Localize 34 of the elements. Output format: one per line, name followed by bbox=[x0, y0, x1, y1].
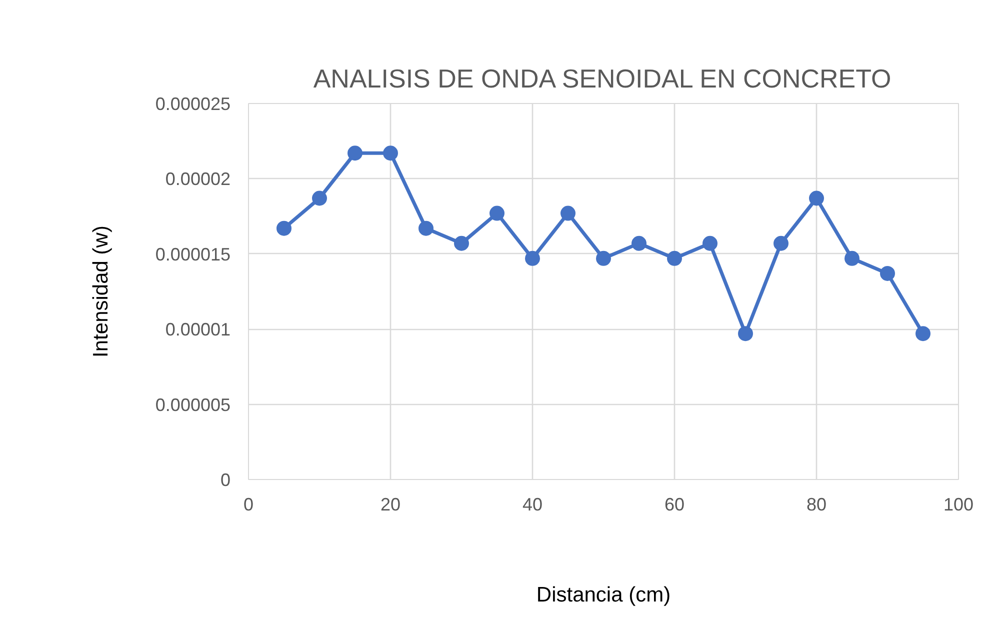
point bbox=[560, 206, 576, 221]
point bbox=[667, 250, 682, 266]
y-axis-title: Intensidad (w) bbox=[89, 226, 112, 358]
point bbox=[454, 236, 469, 251]
point bbox=[348, 146, 362, 161]
y-tick-label: 0.00001 bbox=[165, 320, 231, 340]
x-tick-label: 100 bbox=[943, 494, 974, 514]
point bbox=[632, 236, 646, 251]
point bbox=[596, 250, 611, 266]
x-axis-title: Distancia (cm) bbox=[536, 584, 671, 606]
point bbox=[916, 326, 930, 342]
point bbox=[809, 190, 824, 206]
x-tick-label: 20 bbox=[380, 494, 401, 514]
point bbox=[844, 250, 860, 266]
x-tick-label: 0 bbox=[243, 494, 254, 514]
point bbox=[418, 220, 434, 236]
point bbox=[276, 220, 292, 236]
point bbox=[880, 266, 895, 281]
chart-title: ANALISIS DE ONDA SENOIDAL EN CONCRETO bbox=[313, 64, 892, 94]
y-tick-label: 0.000015 bbox=[155, 244, 230, 264]
point bbox=[774, 236, 788, 251]
x-tick-label: 80 bbox=[806, 494, 827, 514]
point bbox=[312, 190, 327, 206]
point bbox=[383, 146, 398, 161]
y-tick-label: 0.000025 bbox=[155, 94, 230, 114]
y-tick-label: 0.000005 bbox=[155, 394, 230, 415]
point bbox=[525, 250, 540, 266]
point bbox=[738, 326, 753, 342]
y-tick-label: 0.00002 bbox=[165, 169, 231, 190]
x-tick-label: 40 bbox=[522, 494, 543, 514]
point bbox=[702, 236, 718, 251]
y-tick-label: 0 bbox=[220, 470, 231, 490]
point bbox=[490, 206, 504, 221]
x-tick-label: 60 bbox=[664, 494, 685, 514]
